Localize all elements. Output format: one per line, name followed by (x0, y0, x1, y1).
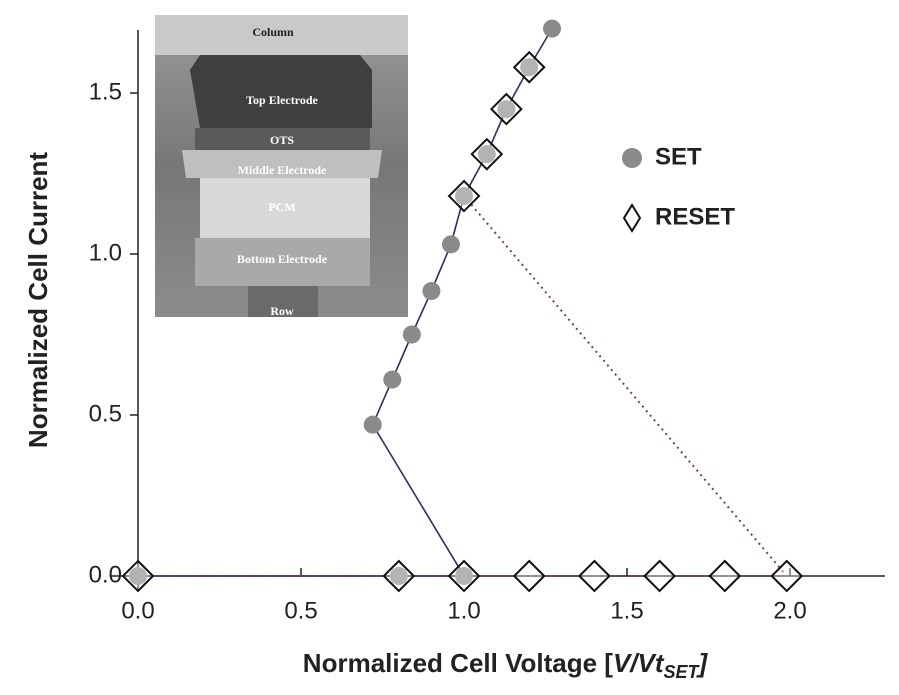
inset-label: Middle Electrode (238, 163, 327, 177)
legend-marker (622, 148, 642, 168)
reset-point (770, 559, 804, 593)
x-label-text: ] (696, 648, 709, 678)
y-tick-label: 0.5 (89, 400, 122, 427)
inset-label: PCM (268, 200, 295, 214)
set-point (363, 415, 382, 434)
inset-label: Top Electrode (246, 93, 318, 107)
reset-point (512, 559, 546, 593)
x-tick-label: 0.5 (284, 597, 317, 624)
x-tick-label: 1.0 (447, 597, 480, 624)
set-point (383, 370, 402, 389)
reset-point (643, 559, 677, 593)
set-point (389, 567, 408, 585)
legend-marker (622, 203, 642, 233)
set-point (129, 567, 147, 585)
x-label-text: Normalized Cell Voltage [ (303, 648, 613, 678)
set-point (520, 58, 539, 77)
x-tick-label: 0.0 (121, 597, 154, 624)
legend-label: SET (655, 143, 702, 170)
reset-point (708, 559, 742, 593)
set-point (543, 19, 562, 38)
reset-point (512, 50, 546, 84)
x-label-text: SET (664, 662, 701, 682)
reset-point (382, 559, 416, 593)
reset-point (121, 559, 155, 593)
set-point (497, 100, 516, 119)
reset-point (470, 137, 504, 171)
inset-label: OTS (270, 133, 294, 147)
inset-label: Bottom Electrode (237, 252, 328, 266)
inset-label: Column (252, 25, 294, 39)
set-point (455, 187, 473, 206)
y-tick-label: 1.5 (89, 78, 122, 105)
x-tick-label: 2.0 (773, 597, 806, 624)
x-axis-label: Normalized Cell Voltage [V/VtSET] (303, 648, 709, 682)
reset-point (577, 559, 611, 593)
set-point (441, 235, 460, 254)
x-label-text: V/Vt (613, 648, 665, 678)
x-tick-label: 1.5 (610, 597, 643, 624)
y-axis-label: Normalized Cell Current (23, 152, 53, 449)
set-point (455, 567, 473, 585)
set-point (422, 282, 441, 301)
reset-point (447, 179, 481, 213)
reset-point (447, 559, 481, 593)
set-point (402, 325, 421, 344)
set-point (477, 145, 496, 164)
y-tick-label: 1.0 (89, 239, 122, 266)
y-tick-label: 0.0 (89, 561, 122, 588)
inset-image: Column Top Electrode OTS Middle Electrode PC… (155, 15, 408, 318)
reset-point (489, 92, 523, 126)
legend-label: RESET (655, 203, 735, 230)
inset-label: Row (270, 304, 294, 318)
